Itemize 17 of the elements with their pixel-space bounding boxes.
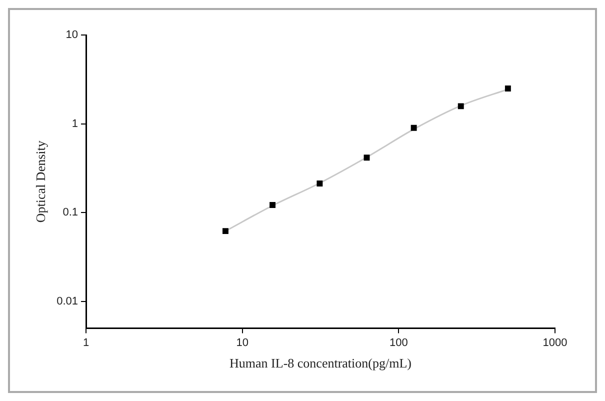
point [410,124,417,131]
point [364,154,370,161]
x-tick-label: 100 [389,336,408,349]
point [222,228,228,234]
point [458,103,464,110]
y-axis-title: Optical Density [33,140,48,223]
x-tick-label: 10 [236,336,248,349]
point [316,180,323,186]
x-axis-title: Human IL-8 concentration(pg/mL) [230,356,412,371]
y-tick-label: 10 [66,29,78,42]
y-tick-label: 1 [72,118,78,130]
y-tick-label: 0.1 [62,206,78,219]
point [270,202,276,208]
x-tick-label: 1000 [542,336,568,349]
y-tick-label: 0.01 [56,295,78,308]
x-tick-label: 1 [82,336,90,349]
point [504,86,511,92]
